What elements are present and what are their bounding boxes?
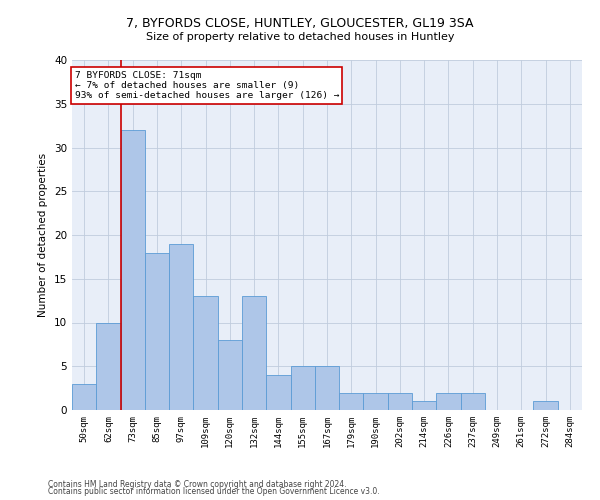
Text: Contains HM Land Registry data © Crown copyright and database right 2024.: Contains HM Land Registry data © Crown c…: [48, 480, 347, 489]
Bar: [145, 252, 169, 410]
Bar: [193, 296, 218, 410]
Bar: [388, 392, 412, 410]
Bar: [436, 392, 461, 410]
Y-axis label: Number of detached properties: Number of detached properties: [38, 153, 49, 317]
Bar: [412, 401, 436, 410]
Bar: [461, 392, 485, 410]
Text: 7, BYFORDS CLOSE, HUNTLEY, GLOUCESTER, GL19 3SA: 7, BYFORDS CLOSE, HUNTLEY, GLOUCESTER, G…: [126, 18, 474, 30]
Text: Contains public sector information licensed under the Open Government Licence v3: Contains public sector information licen…: [48, 488, 380, 496]
Bar: [315, 366, 339, 410]
Bar: [242, 296, 266, 410]
Bar: [290, 366, 315, 410]
Bar: [339, 392, 364, 410]
Bar: [72, 384, 96, 410]
Text: Size of property relative to detached houses in Huntley: Size of property relative to detached ho…: [146, 32, 454, 42]
Bar: [364, 392, 388, 410]
Bar: [218, 340, 242, 410]
Bar: [266, 375, 290, 410]
Text: 7 BYFORDS CLOSE: 71sqm
← 7% of detached houses are smaller (9)
93% of semi-detac: 7 BYFORDS CLOSE: 71sqm ← 7% of detached …: [74, 70, 339, 101]
Bar: [533, 401, 558, 410]
Bar: [96, 322, 121, 410]
Bar: [169, 244, 193, 410]
Bar: [121, 130, 145, 410]
